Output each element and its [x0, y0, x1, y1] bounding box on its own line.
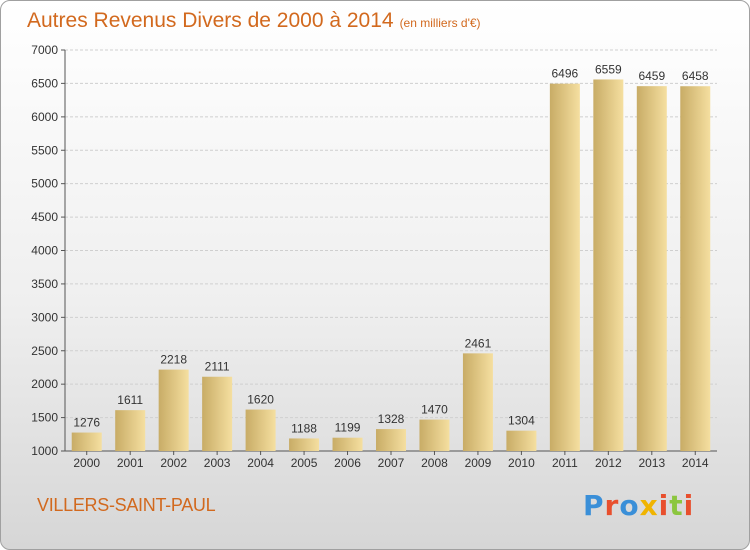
bars [71, 79, 711, 452]
data-label: 6496 [552, 67, 579, 81]
y-tick-label: 4000 [31, 244, 58, 258]
bar [115, 410, 146, 451]
bar [506, 430, 537, 451]
data-label: 2218 [160, 353, 187, 367]
chart-title: Autres Revenus Divers de 2000 à 2014 (en … [27, 9, 481, 33]
logo-letter: r [604, 489, 620, 522]
chart-title-text: Autres Revenus Divers de 2000 à 2014 [27, 9, 394, 32]
x-tick-label: 2005 [291, 456, 318, 470]
data-label: 1611 [117, 393, 143, 407]
x-tick-labels: 2000 2001 2002 2003 2004 2005 2006 2007 2008 2009… [73, 451, 709, 470]
data-label: 2111 [205, 360, 230, 374]
y-tick-label: 1000 [31, 444, 58, 458]
bar [549, 83, 580, 452]
grid-lines [61, 49, 717, 452]
bar [332, 437, 363, 451]
data-label: 1199 [335, 421, 361, 435]
y-tick-label: 5000 [31, 177, 58, 191]
logo-letter: i [683, 489, 695, 522]
data-label: 6559 [595, 62, 622, 76]
y-tick-label: 7000 [31, 43, 58, 57]
y-tick-label: 2000 [31, 377, 58, 391]
x-tick-label: 2002 [160, 456, 187, 470]
y-tick-label: 3500 [31, 277, 58, 291]
bar [593, 79, 624, 451]
x-tick-label: 2001 [117, 456, 144, 470]
data-label: 1188 [291, 421, 317, 435]
bar [245, 409, 276, 451]
y-tick-label: 6000 [31, 110, 58, 124]
bar [462, 353, 493, 451]
logo-letter: t [669, 489, 684, 522]
y-tick-label: 3000 [31, 310, 58, 324]
proxiti-logo: Proxiti [583, 489, 694, 522]
bar [202, 376, 233, 451]
y-tick-label: 2500 [31, 344, 58, 358]
data-label: 1470 [421, 403, 448, 417]
x-tick-label: 2009 [465, 456, 492, 470]
data-label: 6459 [638, 69, 665, 83]
bar [289, 438, 320, 451]
x-tick-label: 2003 [204, 456, 231, 470]
logo-letter: i [658, 489, 670, 522]
bar [419, 419, 450, 451]
data-label: 1620 [247, 393, 274, 407]
x-tick-label: 2012 [595, 456, 622, 470]
bar [71, 432, 102, 451]
bar [680, 86, 711, 451]
x-tick-label: 2007 [378, 456, 405, 470]
data-labels: 1276 1611 2218 2111 1620 1188 1199 1328 1470 2461… [73, 62, 709, 435]
bar [376, 429, 406, 451]
data-label: 2461 [465, 336, 492, 350]
bar [636, 86, 667, 451]
data-label: 6458 [682, 69, 709, 83]
x-tick-label: 2004 [247, 456, 274, 470]
logo-letter: P [583, 489, 605, 522]
y-tick-label: 1500 [31, 411, 58, 425]
data-label: 1328 [378, 412, 405, 426]
chart-subtitle: (en milliers d'€) [399, 16, 481, 30]
logo-letter: o [619, 489, 640, 522]
y-tick-label: 4500 [31, 210, 58, 224]
x-tick-label: 2011 [552, 456, 578, 470]
data-label: 1304 [508, 414, 535, 428]
y-tick-label: 5500 [31, 143, 58, 157]
x-tick-label: 2014 [682, 456, 709, 470]
x-tick-label: 2013 [638, 456, 665, 470]
y-tick-labels: 1000 1500 2000 2500 3000 3500 4000 4500 5000 5500… [31, 43, 58, 458]
x-tick-label: 2006 [334, 456, 361, 470]
bar [158, 369, 189, 451]
x-tick-label: 2008 [421, 456, 448, 470]
x-tick-label: 2000 [73, 456, 100, 470]
data-label: 1276 [73, 416, 100, 430]
logo-letter: x [639, 489, 659, 522]
x-tick-label: 2010 [508, 456, 535, 470]
city-name: VILLERS-SAINT-PAUL [37, 495, 216, 515]
y-tick-label: 6500 [31, 76, 58, 90]
